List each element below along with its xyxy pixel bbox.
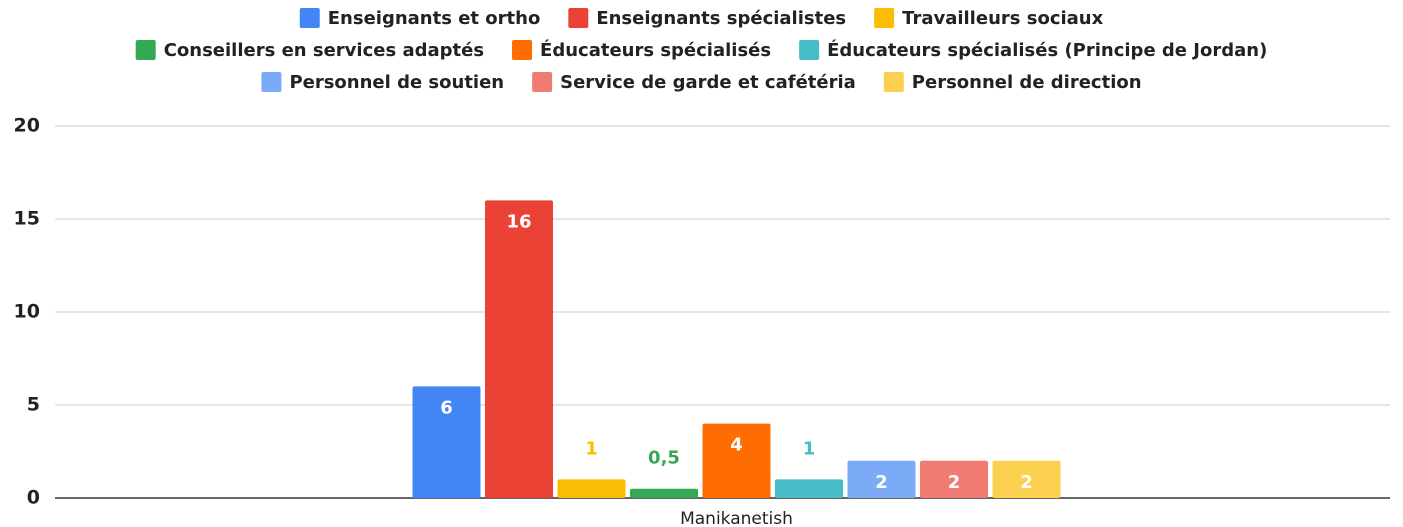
bar (992, 460, 1061, 498)
legend-swatch (512, 40, 533, 60)
y-tick-label: 20 (14, 115, 40, 137)
legend-label: Conseillers en services adaptés (164, 40, 484, 61)
y-tick-label: 15 (14, 208, 40, 230)
value-label: 2 (875, 472, 888, 493)
legend-swatch (299, 8, 320, 28)
bar (920, 460, 988, 498)
legend-swatch (135, 40, 156, 60)
legend-swatch (532, 72, 553, 92)
legend-swatch (261, 72, 282, 92)
legend-swatch (883, 72, 904, 92)
value-label: 2 (948, 472, 961, 493)
value-label: 16 (506, 211, 531, 232)
legend-swatch (874, 8, 895, 28)
legend-swatch (799, 40, 820, 60)
y-tick-label: 5 (27, 394, 40, 416)
bar (847, 460, 916, 498)
y-tick-label: 0 (27, 487, 40, 509)
bar (775, 479, 843, 498)
legend-label: Éducateurs spécialisés (540, 39, 771, 61)
bar (412, 386, 481, 498)
legend-swatch (568, 8, 589, 28)
value-label: 1 (803, 438, 816, 459)
bar (630, 488, 698, 498)
bar (557, 479, 626, 498)
legend-label: Éducateurs spécialisés (Principe de Jord… (827, 39, 1267, 61)
legend-label: Enseignants spécialistes (596, 8, 846, 29)
legend-label: Personnel de direction (912, 72, 1142, 93)
value-label: 2 (1020, 472, 1033, 493)
value-label: 1 (585, 438, 598, 459)
bar (702, 423, 771, 498)
value-label: 4 (730, 435, 743, 456)
x-tick-label: Manikanetish (680, 509, 793, 527)
bar (485, 200, 553, 498)
legend-label: Personnel de soutien (289, 72, 504, 93)
value-label: 0,5 (648, 448, 680, 469)
value-label: 6 (440, 397, 453, 418)
legend-label: Enseignants et ortho (328, 8, 541, 29)
y-tick-label: 10 (14, 301, 40, 323)
legend-label: Service de garde et cafétéria (560, 72, 856, 93)
legend-label: Travailleurs sociaux (902, 8, 1103, 29)
